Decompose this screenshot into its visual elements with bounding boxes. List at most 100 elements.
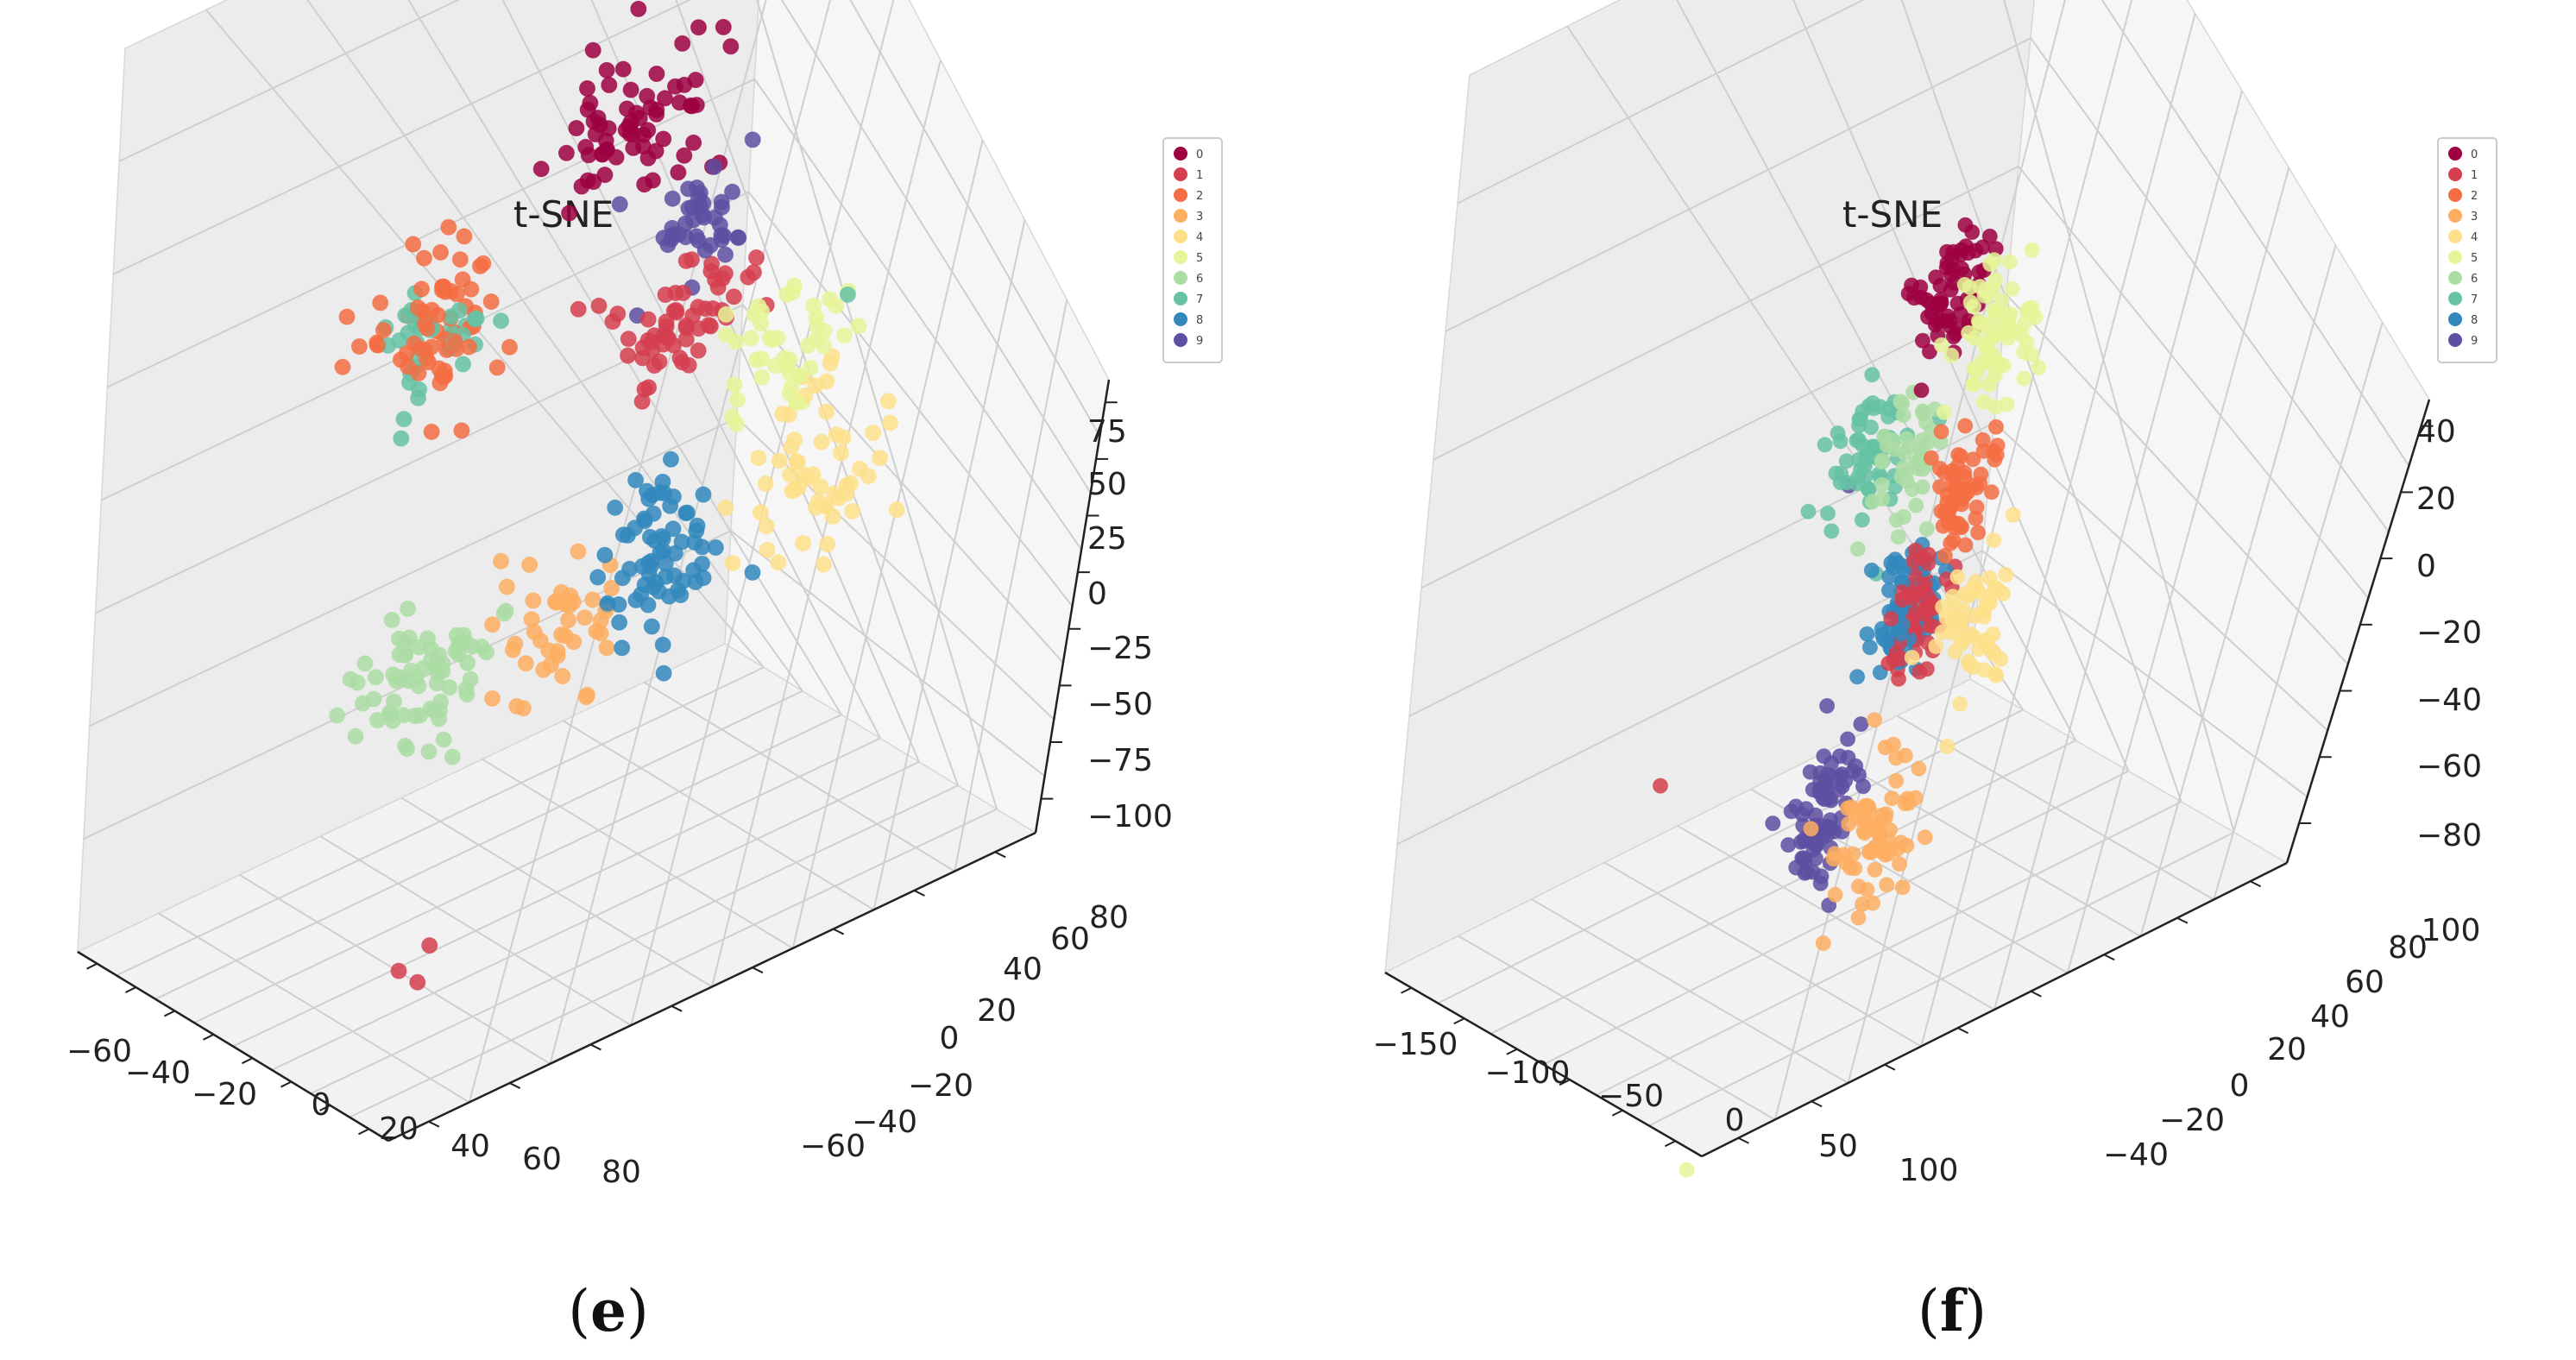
scatter-point-class-6 — [1908, 497, 1924, 513]
scatter-point-class-5 — [753, 303, 771, 320]
scatter-point-class-4 — [882, 414, 898, 431]
scatter-point-class-6 — [347, 727, 364, 745]
x-tick-label: −100 — [1485, 1055, 1571, 1091]
scatter-point-class-7 — [1838, 453, 1855, 469]
scatter-point-class-3 — [584, 591, 601, 608]
scatter-point-class-0 — [670, 164, 687, 181]
y-tick-label: −40 — [2103, 1137, 2169, 1173]
scatter-point-class-1 — [690, 299, 707, 316]
scatter-point-class-8 — [1879, 633, 1895, 650]
scatter-point-class-8 — [654, 636, 671, 653]
chart-title: t-SNE — [1842, 193, 1943, 236]
scatter-point-class-4 — [750, 450, 767, 467]
scatter-point-class-2 — [409, 299, 426, 316]
scatter-point-class-3 — [577, 689, 595, 706]
scatter-point-class-5 — [753, 350, 770, 368]
legend-marker — [2448, 188, 2462, 202]
scatter-point-class-6 — [1915, 403, 1930, 419]
axis-lines — [1384, 399, 2431, 1158]
scatter-point-class-1 — [745, 264, 762, 281]
legend-entry: 3 — [2471, 211, 2478, 224]
z-tick-label: 20 — [2416, 482, 2456, 517]
scatter-point-class-6 — [383, 611, 400, 628]
scatter-point-class-4 — [1928, 639, 1944, 654]
scatter-point-class-2 — [423, 423, 440, 440]
scatter-point-class-3 — [484, 689, 501, 707]
z-tick-label: −80 — [2416, 818, 2482, 853]
scatter-point-class-1 — [1912, 664, 1928, 680]
scatter-point-class-2 — [461, 338, 477, 356]
scatter-point-class-3 — [603, 580, 620, 596]
scatter-point-class-0 — [579, 101, 596, 118]
scatter-point-class-6 — [391, 669, 408, 686]
y-axis-line — [387, 831, 1036, 1143]
scatter-point-class-4 — [752, 504, 769, 521]
legend-marker — [1174, 271, 1187, 285]
scatter-point-class-3 — [1894, 879, 1911, 896]
legend-marker — [1174, 292, 1187, 305]
legend-marker — [1174, 167, 1187, 181]
scatter-point-class-6 — [1898, 466, 1914, 482]
y-tick-label: 60 — [1050, 922, 1090, 957]
scatter-point-class-8 — [662, 450, 679, 468]
scatter-point-class-5 — [743, 330, 759, 347]
scatter-point-class-1 — [673, 354, 690, 371]
scatter-point-class-3 — [570, 543, 587, 560]
scatter-point-class-5 — [1987, 326, 2003, 343]
y-axis-line — [1701, 861, 2288, 1158]
scatter-point-class-9 — [1815, 790, 1831, 806]
scatter-point-class-6 — [368, 712, 386, 729]
scatter-point-class-5 — [766, 357, 784, 375]
scatter-point-class-1 — [1891, 671, 1906, 687]
scatter-point-class-1 — [609, 305, 627, 323]
scatter-point-class-1 — [1920, 555, 1937, 571]
scatter-point-class-0 — [1937, 312, 1953, 329]
scatter-point-class-5 — [2024, 242, 2040, 258]
x-tick-label: 50 — [1818, 1129, 1858, 1164]
scatter-point-class-6 — [400, 600, 417, 617]
legend-marker — [1174, 188, 1187, 202]
scatter-point-class-6 — [1874, 454, 1890, 469]
scatter-point-class-1 — [1894, 592, 1911, 608]
scatter-point-class-4 — [1945, 589, 1962, 605]
scatter-point-class-5 — [2024, 299, 2040, 316]
scatter-point-class-0 — [676, 147, 693, 164]
scatter-point-class-4 — [759, 541, 776, 558]
scatter-point-class-4 — [879, 393, 897, 410]
scatter-point-class-2 — [1935, 518, 1951, 534]
scatter-point-class-2 — [451, 251, 469, 268]
scatter-point-class-4 — [1986, 532, 2002, 548]
legend-marker — [2448, 209, 2462, 223]
scatter-point-class-8 — [596, 546, 614, 564]
scatter-point-class-7 — [395, 411, 413, 428]
scatter-point-class-3 — [504, 641, 521, 658]
scatter-point-class-5 — [1982, 256, 1999, 272]
scatter-point-class-4 — [717, 499, 734, 516]
scatter-point-class-2 — [482, 293, 500, 310]
scatter-point-class-3 — [1877, 740, 1893, 756]
legend-entry: 0 — [1196, 148, 1203, 161]
scatter-point-class-3 — [542, 657, 559, 673]
scatter-point-class-8 — [614, 526, 632, 544]
scatter-point-class-6 — [410, 677, 427, 695]
scatter-point-class-4 — [813, 433, 830, 450]
scatter-point-class-8 — [643, 618, 660, 635]
scatter-point-class-0 — [584, 41, 601, 59]
scatter-point-class-5 — [1975, 394, 1992, 410]
scatter-point-class-5 — [1956, 276, 1973, 293]
scatter-point-class-9 — [706, 158, 723, 175]
scatter-point-class-6 — [365, 690, 382, 708]
panel-label-f: (f) — [1918, 1277, 1987, 1344]
scatter-point-class-3 — [525, 592, 542, 609]
scatter-point-class-5 — [727, 333, 745, 350]
scatter-point-class-1 — [690, 342, 707, 359]
scatter-point-class-4 — [788, 453, 805, 470]
scatter-point-class-2 — [424, 301, 440, 318]
scatter-point-class-4 — [2005, 507, 2021, 523]
scatter-point-class-5 — [802, 359, 819, 376]
scatter-point-class-4 — [1938, 610, 1955, 626]
scatter-point-class-2 — [417, 316, 433, 333]
scatter-point-class-2 — [440, 218, 457, 236]
left-wall-pane — [1384, 0, 2035, 974]
scatter-point-class-9 — [724, 183, 740, 200]
